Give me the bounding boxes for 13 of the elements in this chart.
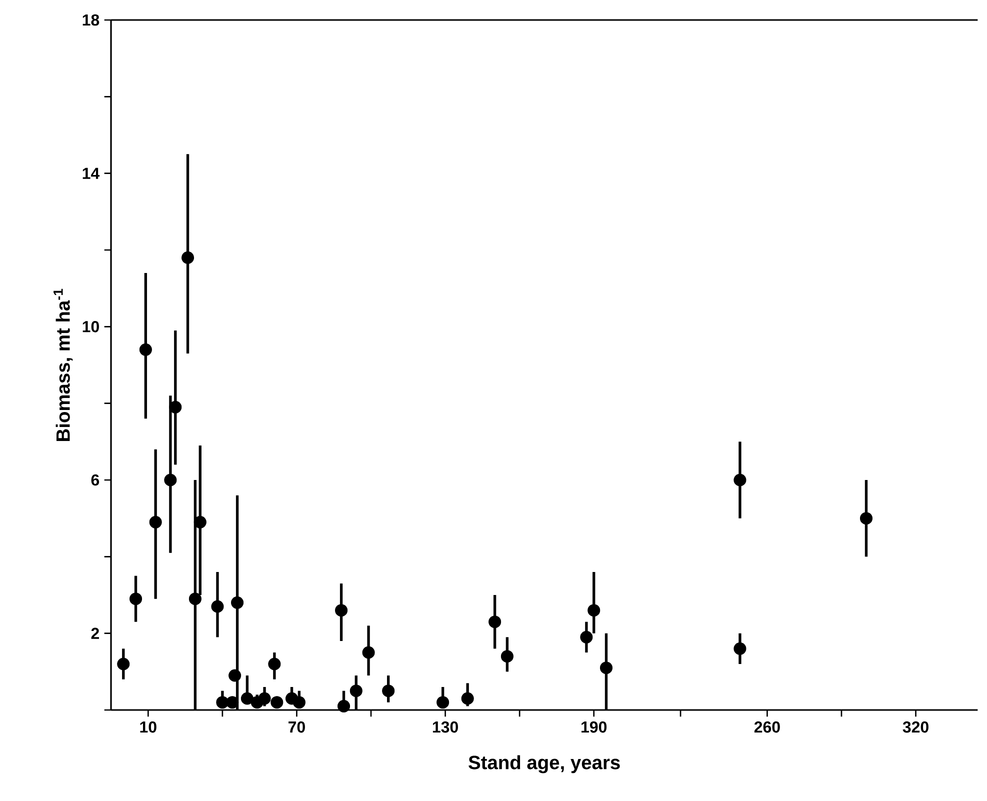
- y-tick-label: 10: [82, 321, 99, 332]
- y-tick-label: 6: [91, 474, 100, 486]
- x-tick-label: 190: [582, 721, 607, 733]
- y-tick-label: 2: [91, 628, 99, 639]
- x-tick-label: 320: [902, 721, 928, 733]
- x-tick-label: 10: [140, 721, 156, 733]
- x-tick-label: 130: [432, 721, 458, 733]
- x-axis-title: Stand age, years: [468, 755, 620, 774]
- x-tick-label: 70: [288, 721, 305, 733]
- y-tick-label: 18: [82, 14, 100, 26]
- x-tick-label: 260: [754, 721, 780, 733]
- y-tick-label: 14: [82, 168, 100, 179]
- y-axis-title: Biomass, mt ha$^{-1}$: [54, 288, 73, 441]
